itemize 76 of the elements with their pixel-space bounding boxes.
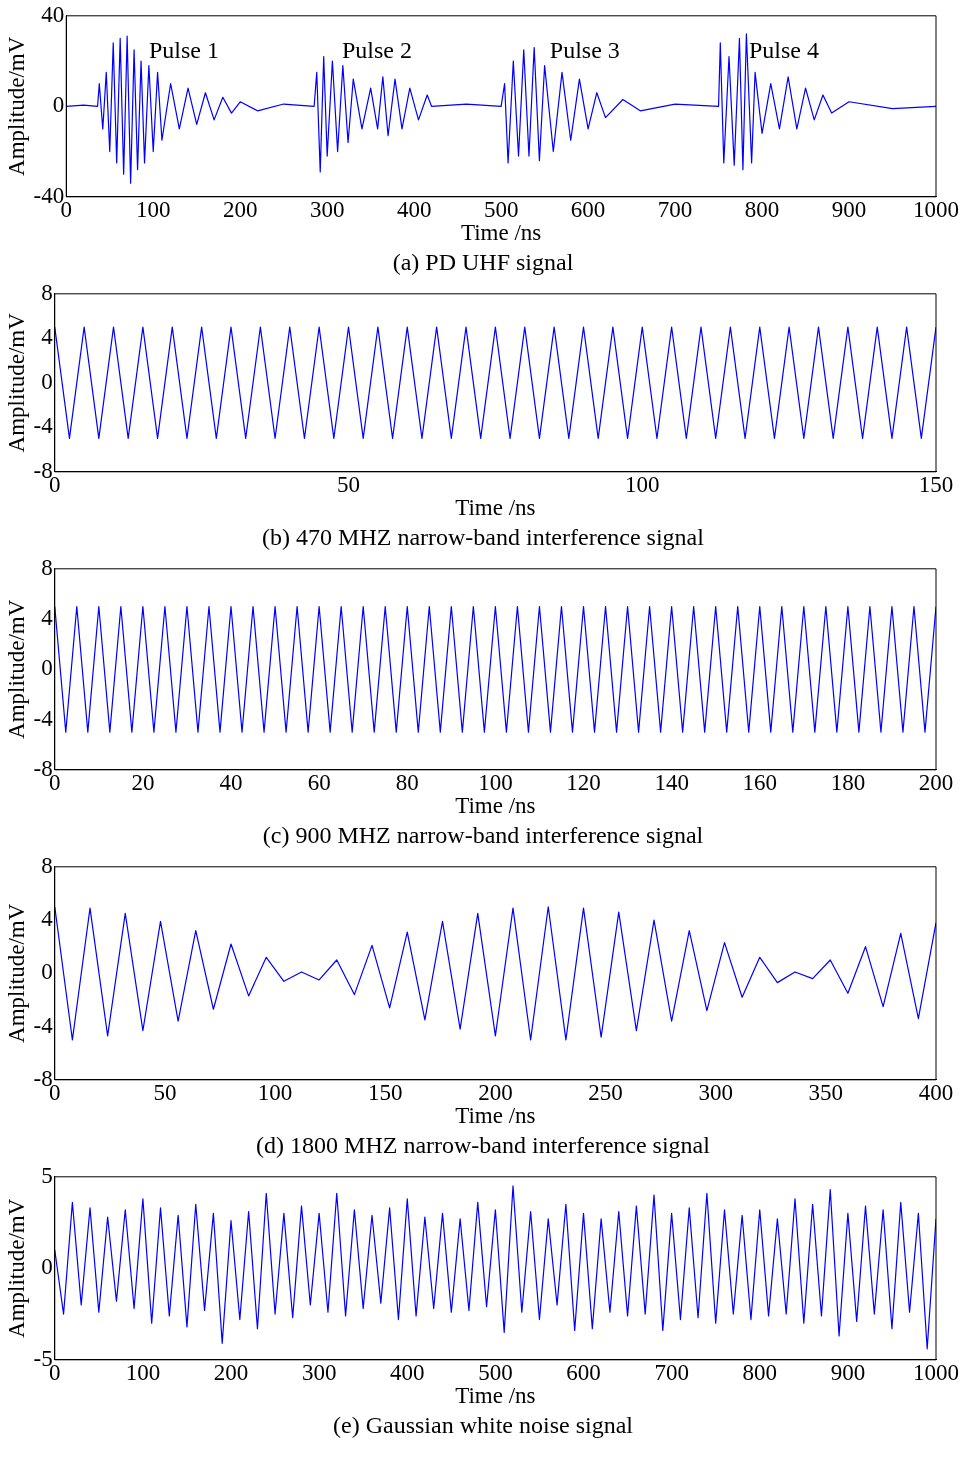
x-axis-title: Time /ns	[455, 495, 536, 521]
x-tick-label: 200	[478, 1079, 513, 1105]
y-tick-label: 4	[41, 906, 54, 932]
x-tick-label: 140	[654, 769, 689, 795]
x-tick-label: 150	[367, 1079, 403, 1105]
x-tick-label: 700	[657, 196, 693, 222]
x-tick-label: 300	[309, 196, 345, 222]
x-tick-label: 80	[395, 769, 419, 795]
x-tick-label: 250	[588, 1079, 623, 1105]
y-tick-label: -4	[33, 705, 54, 731]
x-tick-label: 1000	[913, 1359, 959, 1385]
y-tick-label: 4	[41, 324, 54, 350]
x-axis-title: Time /ns	[455, 1383, 536, 1409]
x-tick-label: 100	[135, 196, 171, 222]
y-tick-label: -4	[33, 413, 54, 439]
x-tick-label: 200	[213, 1359, 249, 1385]
y-tick-label: 40	[41, 1, 65, 27]
x-tick-label: 400	[396, 196, 432, 222]
x-tick-label: 400	[918, 1079, 954, 1105]
y-tick-label: 0	[52, 92, 65, 118]
x-tick-label: 200	[222, 196, 258, 222]
x-tick-label: 40	[219, 769, 243, 795]
y-tick-label: 8	[41, 279, 53, 305]
x-tick-label: 50	[337, 471, 361, 497]
x-tick-label: 300	[698, 1079, 733, 1105]
x-tick-label: 120	[566, 769, 601, 795]
text: (b) 470 MHZ narrow-band interference signal	[261, 523, 705, 552]
y-axis-title: Amplitude/mV	[3, 903, 29, 1043]
y-tick-label: -4	[33, 1012, 54, 1038]
x-tick-label: 160	[742, 769, 777, 795]
text: (a) PD UHF signal	[391, 248, 575, 277]
x-tick-label: 20	[131, 769, 155, 795]
y-tick-label: 5	[41, 1162, 53, 1188]
y-axis-title: Amplitude/mV	[3, 1198, 29, 1338]
x-tick-label: 800	[744, 196, 780, 222]
y-axis-title: Amplitude/mV	[3, 599, 29, 739]
annotation: Pulse 1	[148, 37, 219, 64]
x-tick-label: 100	[625, 471, 660, 497]
x-tick-label: 350	[808, 1079, 844, 1105]
x-tick-label: 600	[566, 1359, 601, 1385]
x-tick-label: 400	[390, 1359, 425, 1385]
x-tick-label: 700	[654, 1359, 689, 1385]
x-tick-label: 50	[153, 1079, 177, 1105]
annotation: Pulse 4	[749, 37, 820, 64]
x-axis-title: Time /ns	[460, 220, 542, 246]
annotation: Pulse 3	[549, 37, 620, 64]
x-tick-label: 500	[478, 1359, 513, 1385]
x-tick-label: 900	[831, 196, 867, 222]
x-tick-label: 200	[918, 769, 954, 795]
y-tick-label: 4	[41, 605, 54, 631]
x-tick-label: 800	[742, 1359, 777, 1385]
y-tick-label: 0	[41, 368, 53, 394]
y-axis-title: Amplitude/mV	[3, 36, 29, 176]
y-tick-label: 8	[41, 554, 53, 580]
x-axis-title: Time /ns	[455, 793, 536, 819]
x-tick-label: 1000	[913, 196, 959, 222]
text: (d) 1800 MHZ narrow-band interference signal	[255, 1131, 711, 1160]
x-tick-label: 100	[478, 769, 513, 795]
x-axis-title: Time /ns	[455, 1103, 536, 1129]
y-axis-title: Amplitude/mV	[3, 312, 29, 453]
x-tick-label: 100	[125, 1359, 161, 1385]
y-tick-label: 0	[41, 1254, 53, 1280]
x-tick-label: 900	[830, 1359, 866, 1385]
x-tick-label: 60	[307, 769, 331, 795]
x-tick-label: 500	[483, 196, 519, 222]
y-tick-label: 8	[41, 852, 53, 878]
x-tick-label: 180	[830, 769, 866, 795]
y-tick-label: 0	[41, 655, 53, 681]
x-tick-label: 100	[257, 1079, 293, 1105]
text: (e) Gaussian white noise signal	[332, 1411, 634, 1440]
x-tick-label: 600	[570, 196, 606, 222]
text: (c) 900 MHZ narrow-band interference signal	[261, 821, 705, 850]
annotation: Pulse 2	[341, 37, 412, 64]
x-tick-label: 300	[301, 1359, 337, 1385]
x-tick-label: 150	[918, 471, 954, 497]
y-tick-label: 0	[41, 959, 53, 985]
